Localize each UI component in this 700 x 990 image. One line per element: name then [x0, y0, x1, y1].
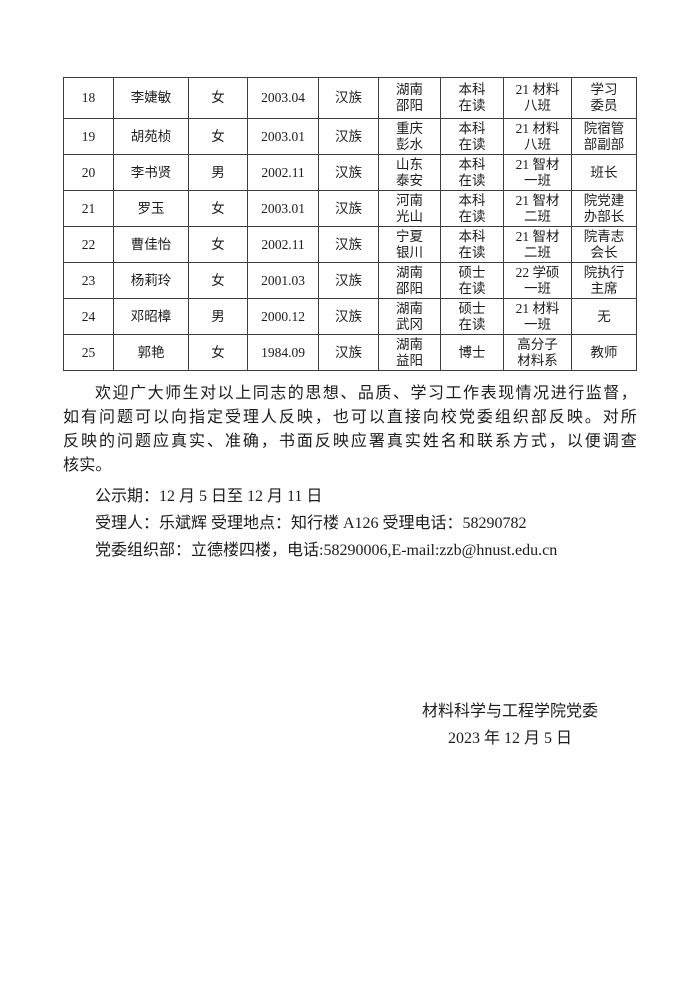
- table-cell-name: 曹佳怡: [113, 226, 189, 263]
- table-cell-no: 23: [63, 262, 114, 299]
- table-cell-ethnic: 汉族: [318, 262, 379, 299]
- table-cell-birth: 2001.03: [247, 262, 319, 299]
- table-cell-position: 院宿管 部副部: [571, 118, 637, 155]
- paragraph-line: 反映的问题应真实、准确，书面反映应署真实姓名和联系方式，以便调查: [63, 433, 637, 450]
- table-cell-native: 重庆 彭水: [378, 118, 441, 155]
- table-cell-position: 无: [571, 298, 637, 335]
- table-cell-edu: 本科 在读: [440, 226, 504, 263]
- table-cell-name: 胡苑桢: [113, 118, 189, 155]
- table-cell-native: 河南 光山: [378, 190, 441, 227]
- table-cell-ethnic: 汉族: [318, 154, 379, 191]
- table-cell-no: 22: [63, 226, 114, 263]
- table-cell-edu: 本科 在读: [440, 154, 504, 191]
- table-cell-no: 24: [63, 298, 114, 335]
- table-cell-native: 湖南 武冈: [378, 298, 441, 335]
- notice-period-line: 公示期：12 月 5 日至 12 月 11 日: [95, 488, 323, 505]
- table-cell-ethnic: 汉族: [318, 298, 379, 335]
- table-cell-no: 25: [63, 334, 114, 371]
- table-cell-birth: 1984.09: [247, 334, 319, 371]
- table-cell-clazz: 21 智材 一班: [503, 154, 572, 191]
- table-cell-no: 20: [63, 154, 114, 191]
- table-row: 20 李书贤男 2002.11 汉族 山东 泰安 本科 在读 21 智材 一班 班长: [63, 154, 637, 191]
- table-cell-edu: 本科 在读: [440, 118, 504, 155]
- table-cell-edu: 硕士 在读: [440, 262, 504, 299]
- supervision-paragraph: 欢迎广大师生对以上同志的思想、品质、学习工作表现情况进行监督， 如有问题可以向指…: [63, 382, 637, 478]
- table-cell-edu: 博士: [440, 334, 504, 371]
- paragraph-line: 核实。: [63, 457, 112, 474]
- table-cell-name: 邓昭樟: [113, 298, 189, 335]
- signature-block: 材料科学与工程学院党委 2023 年 12 月 5 日: [375, 698, 645, 752]
- table-cell-birth: 2002.11: [247, 154, 319, 191]
- table-row: 22 曹佳怡女 2002.11 汉族 宁夏 银川 本科 在读 21 智材 二班 院青志 会长: [63, 226, 637, 263]
- table-cell-ethnic: 汉族: [318, 118, 379, 155]
- table-cell-position: 院青志 会长: [571, 226, 637, 263]
- table-cell-gender: 女: [188, 190, 248, 227]
- table-cell-name: 李书贤: [113, 154, 189, 191]
- org-dept-line: 党委组织部：立德楼四楼，电话:58290006,E-mail:zzb@hnust…: [95, 542, 558, 559]
- table-cell-gender: 女: [188, 334, 248, 371]
- table-cell-gender: 男: [188, 298, 248, 335]
- table-cell-clazz: 21 智材 二班: [503, 190, 572, 227]
- table-cell-no: 21: [63, 190, 114, 227]
- table-cell-native: 山东 泰安: [378, 154, 441, 191]
- paragraph-line: 欢迎广大师生对以上同志的思想、品质、学习工作表现情况进行监督，: [95, 385, 637, 402]
- table-cell-position: 院党建 办部长: [571, 190, 637, 227]
- signature-org: 材料科学与工程学院党委: [421, 703, 598, 720]
- table-cell-clazz: 21 材料 八班: [503, 118, 572, 155]
- table-cell-birth: 2003.01: [247, 118, 319, 155]
- table-row: 25 郭艳女 1984.09 汉族 湖南 益阳 博士 高分子 材料系 教师: [63, 334, 637, 371]
- table-cell-no: 19: [63, 118, 114, 155]
- table-cell-ethnic: 汉族: [318, 190, 379, 227]
- paragraph-line: 如有问题可以向指定受理人反映，也可以直接向校党委组织部反映。对所: [63, 409, 637, 426]
- table-cell-clazz: 22 学硕 一班: [503, 262, 572, 299]
- table-cell-ethnic: 汉族: [318, 334, 379, 371]
- table-cell-clazz: 21 材料 一班: [503, 298, 572, 335]
- table-cell-gender: 男: [188, 154, 248, 191]
- candidates-table: 18 李婕敏女 2003.04 汉族 湖南 邵阳 本科 在读 21 材料 八班 学习 委员 19…: [63, 77, 637, 371]
- table-cell-birth: 2000.12: [247, 298, 319, 335]
- table-cell-birth: 2003.01: [247, 190, 319, 227]
- table-cell-clazz: 高分子 材料系: [503, 334, 572, 371]
- contact-info-block: 公示期：12 月 5 日至 12 月 11 日 受理人：乐斌辉 受理地点：知行楼…: [63, 483, 640, 564]
- table-cell-name: 罗玉: [113, 190, 189, 227]
- table-row: 24 邓昭樟男 2000.12 汉族 湖南 武冈 硕士 在读 21 材料 一班无: [63, 298, 637, 335]
- handler-line: 受理人：乐斌辉 受理地点：知行楼 A126 受理电话：58290782: [95, 515, 527, 532]
- table-cell-native: 宁夏 银川: [378, 226, 441, 263]
- table-cell-clazz: 21 智材 二班: [503, 226, 572, 263]
- table-cell-edu: 本科 在读: [440, 190, 504, 227]
- table-row: 23 杨莉玲女 2001.03 汉族 湖南 邵阳 硕士 在读 22 学硕 一班 院执行 主席: [63, 262, 637, 299]
- table-cell-ethnic: 汉族: [318, 77, 379, 119]
- table-cell-position: 学习 委员: [571, 77, 637, 119]
- table-cell-position: 班长: [571, 154, 637, 191]
- table-cell-native: 湖南 邵阳: [378, 77, 441, 119]
- signature-date: 2023 年 12 月 5 日: [447, 730, 572, 747]
- table-cell-gender: 女: [188, 226, 248, 263]
- table-cell-no: 18: [63, 77, 114, 119]
- table-cell-position: 院执行 主席: [571, 262, 637, 299]
- table-cell-native: 湖南 邵阳: [378, 262, 441, 299]
- table-row: 18 李婕敏女 2003.04 汉族 湖南 邵阳 本科 在读 21 材料 八班 学习 委员: [63, 77, 637, 119]
- table-cell-native: 湖南 益阳: [378, 334, 441, 371]
- table-cell-gender: 女: [188, 262, 248, 299]
- table-row: 19 胡苑桢女 2003.01 汉族 重庆 彭水 本科 在读 21 材料 八班 院宿管 部副部: [63, 118, 637, 155]
- table-cell-gender: 女: [188, 77, 248, 119]
- table-cell-name: 郭艳: [113, 334, 189, 371]
- table-cell-name: 杨莉玲: [113, 262, 189, 299]
- table-cell-gender: 女: [188, 118, 248, 155]
- table-cell-position: 教师: [571, 334, 637, 371]
- table-cell-edu: 本科 在读: [440, 77, 504, 119]
- candidates-table-body: 18 李婕敏女 2003.04 汉族 湖南 邵阳 本科 在读 21 材料 八班 学习 委员 19…: [63, 77, 637, 371]
- table-cell-edu: 硕士 在读: [440, 298, 504, 335]
- table-cell-ethnic: 汉族: [318, 226, 379, 263]
- table-cell-name: 李婕敏: [113, 77, 189, 119]
- table-cell-birth: 2002.11: [247, 226, 319, 263]
- table-cell-birth: 2003.04: [247, 77, 319, 119]
- table-cell-clazz: 21 材料 八班: [503, 77, 572, 119]
- table-row: 21 罗玉女 2003.01 汉族 河南 光山 本科 在读 21 智材 二班 院党建 办部长: [63, 190, 637, 227]
